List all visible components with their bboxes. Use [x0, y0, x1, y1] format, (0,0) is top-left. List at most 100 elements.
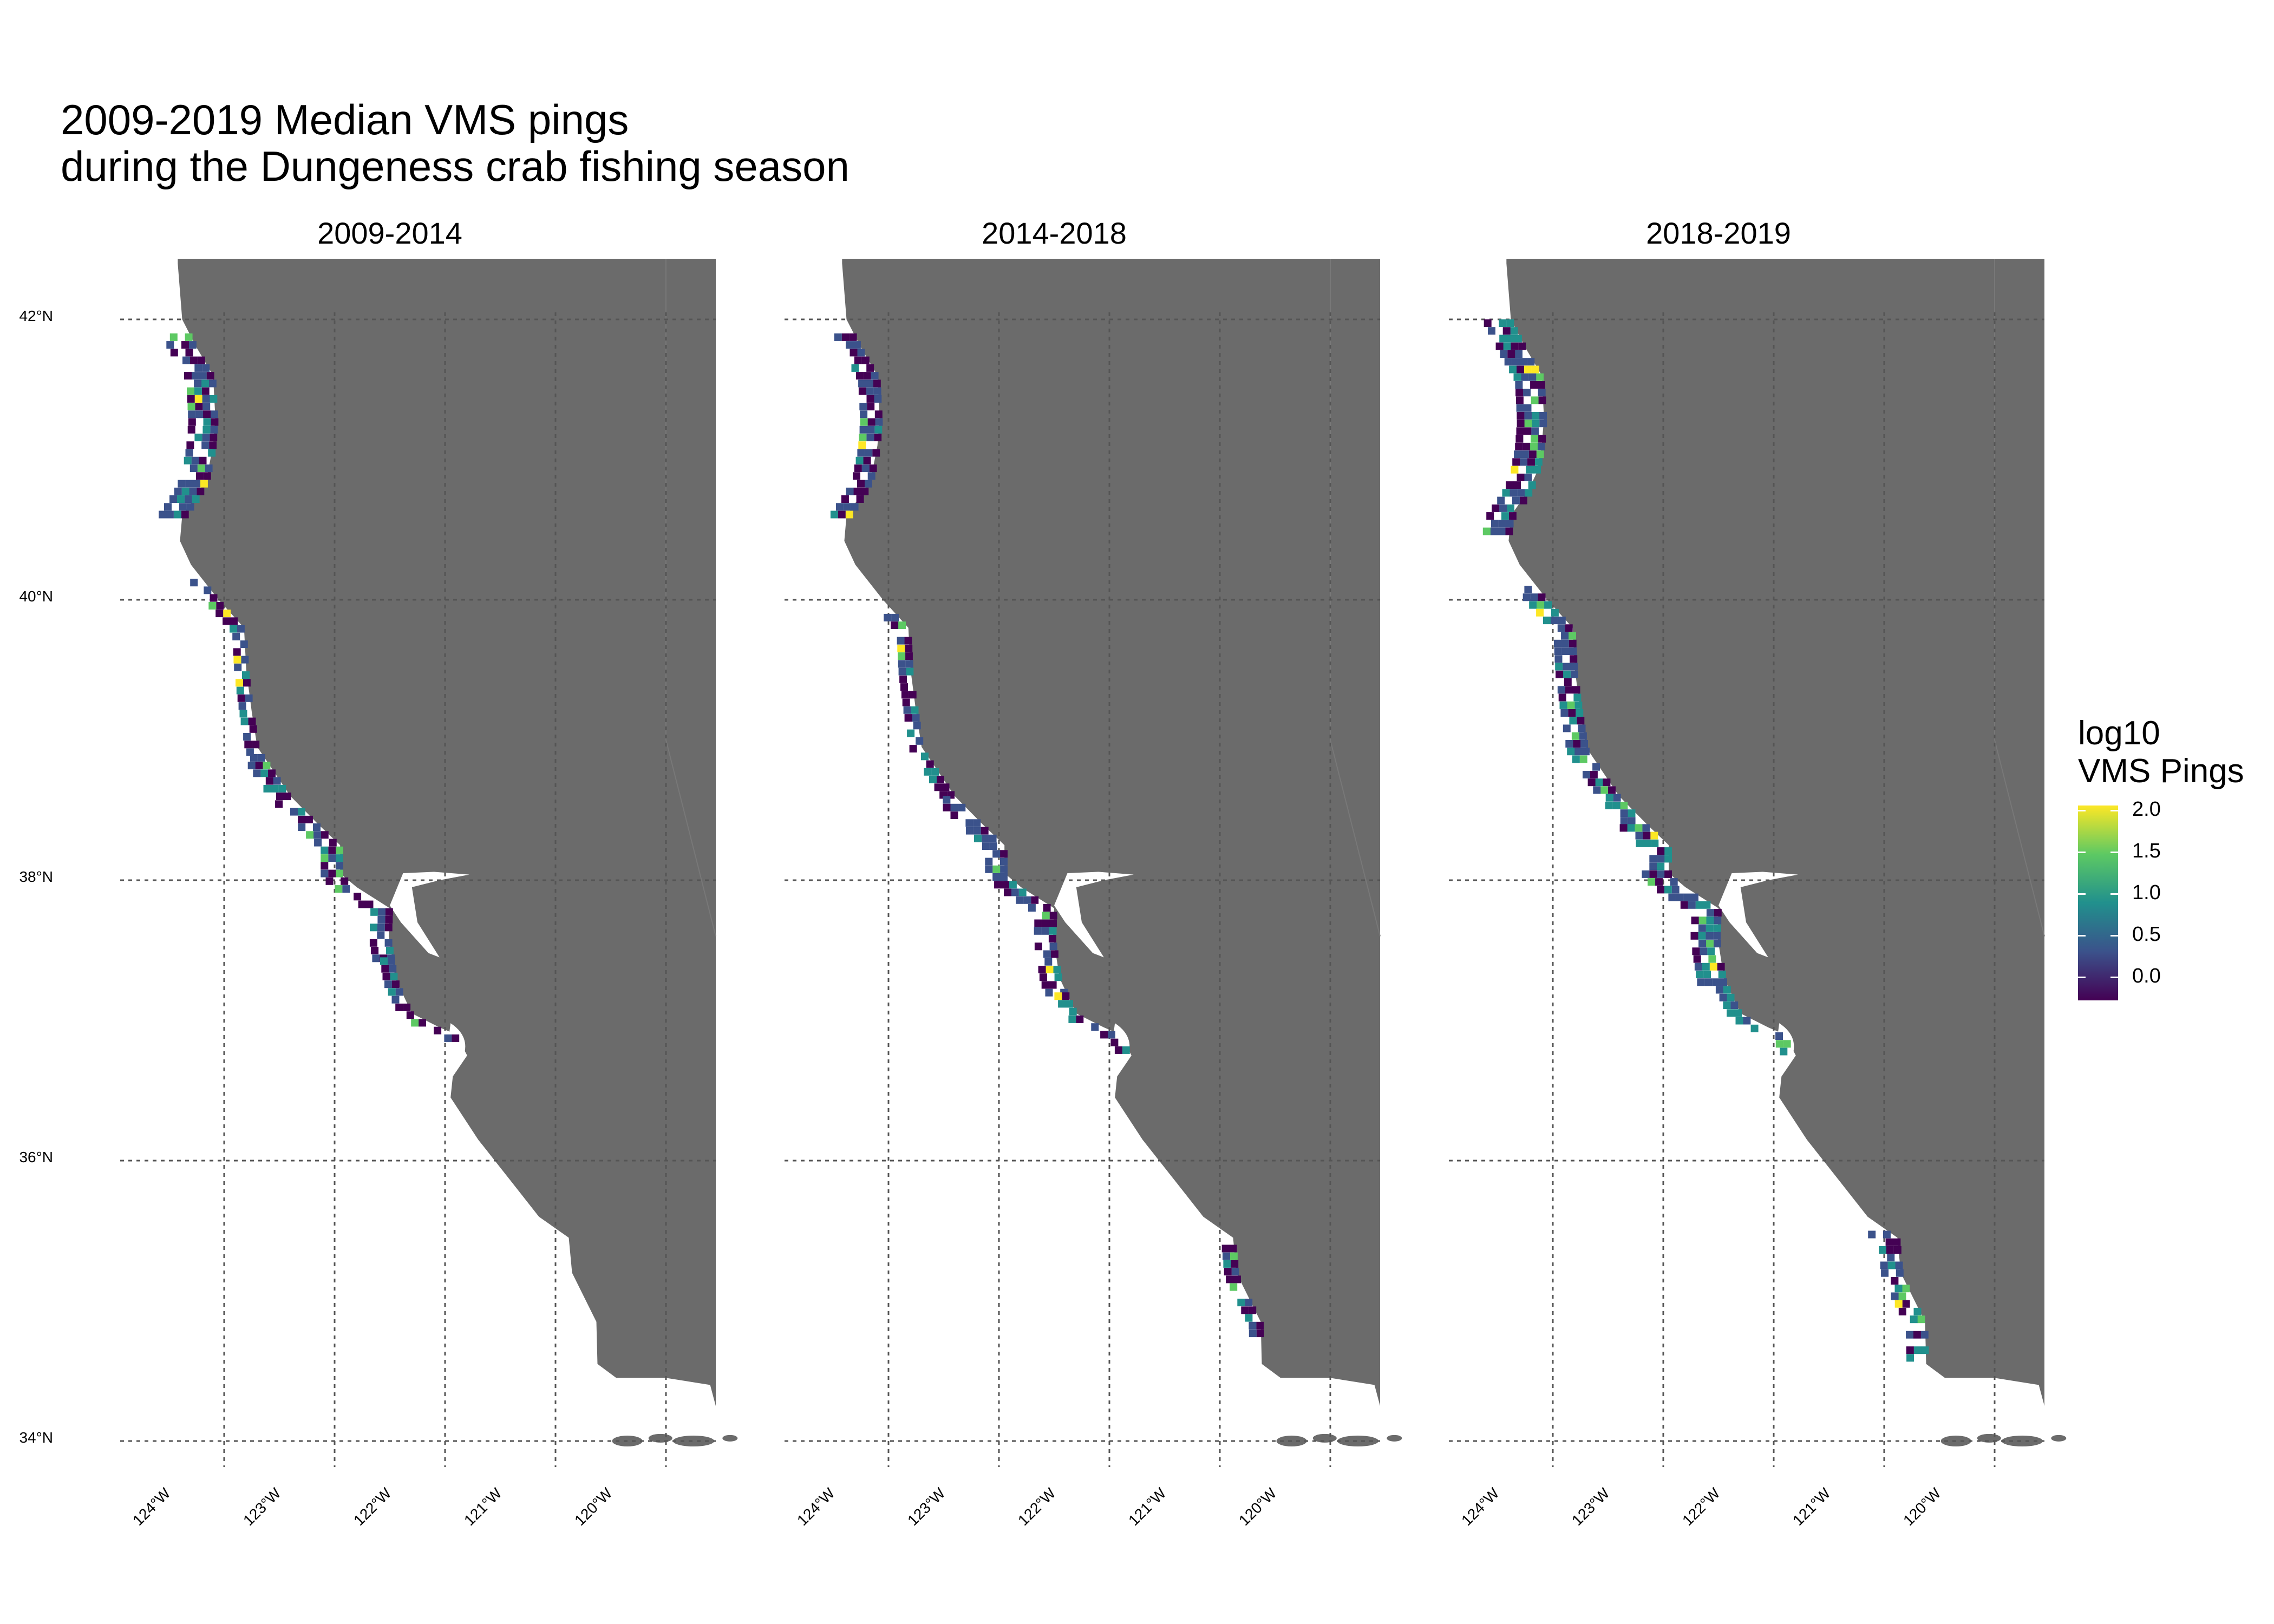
legend-title-line2: VMS Pings [2078, 752, 2244, 790]
vms-cell [182, 356, 190, 364]
vms-cell [297, 808, 305, 816]
vms-cell [230, 617, 238, 625]
vms-cell [1502, 489, 1510, 497]
vms-cell [1574, 748, 1582, 756]
vms-cell [1049, 981, 1057, 989]
vms-cell [378, 908, 385, 916]
vms-cell [1041, 981, 1049, 989]
vms-cell [1245, 1299, 1253, 1307]
vms-cell [159, 510, 167, 519]
vms-cell [1018, 888, 1027, 896]
map-panel-1 [120, 259, 738, 1467]
vms-cell [1592, 763, 1600, 771]
vms-cell [943, 796, 951, 804]
vms-cell [1512, 458, 1520, 466]
vms-cell [1505, 527, 1513, 535]
vms-cell [370, 924, 377, 932]
vms-cell [1000, 865, 1008, 873]
vms-cell [909, 745, 917, 753]
vms-cell [924, 768, 932, 776]
vms-cell [1230, 1252, 1238, 1260]
vms-cell [1651, 839, 1659, 847]
vms-cell [1580, 740, 1588, 748]
vms-cell [1642, 824, 1650, 832]
vms-cell [943, 803, 951, 811]
vms-cell [1700, 947, 1708, 955]
vms-cell [1224, 1268, 1232, 1276]
vms-cell [391, 980, 400, 988]
facet-title-2014-2018: 2014-2018 [982, 216, 1127, 250]
vms-cell [1570, 670, 1578, 678]
vms-cell [1528, 481, 1536, 489]
vms-cell [1506, 520, 1514, 528]
vms-cell [237, 625, 245, 633]
vms-cell [1527, 458, 1535, 466]
vms-cell [1743, 1017, 1751, 1025]
vms-cell [873, 387, 881, 395]
vms-cell [186, 441, 194, 449]
vms-cell [1868, 1230, 1876, 1239]
vms-cell [1068, 1015, 1076, 1023]
vms-cell [1507, 335, 1514, 343]
vms-cell [851, 364, 859, 372]
vms-cell [912, 714, 920, 722]
vms-cell [187, 395, 195, 403]
vms-cells [159, 333, 460, 1042]
vms-cell [866, 395, 874, 403]
vms-cell [1514, 335, 1522, 343]
vms-cell [1230, 1283, 1238, 1291]
vms-cell [1049, 942, 1057, 951]
vms-cell [898, 667, 906, 676]
vms-cell [861, 464, 870, 473]
vms-cell [1531, 365, 1539, 374]
sf-bay [1718, 872, 1798, 958]
vms-cell [1573, 740, 1581, 748]
land-mass [178, 259, 716, 1440]
vms-cell [1635, 824, 1643, 832]
vms-cell [321, 854, 329, 862]
vms-cell [1520, 458, 1528, 466]
vms-cell [1495, 342, 1504, 350]
vms-cell [275, 800, 283, 808]
vms-cell [199, 372, 207, 380]
vms-cell [1887, 1261, 1896, 1269]
vms-cell [194, 395, 202, 403]
vms-cell [358, 900, 366, 908]
vms-cell [202, 395, 210, 403]
vms-cell [1507, 350, 1515, 358]
vms-cell [1694, 962, 1702, 971]
vms-cell [1524, 473, 1532, 481]
legend-tick-mark [2078, 893, 2086, 895]
vms-cell [1519, 358, 1527, 366]
island [1337, 1436, 1378, 1446]
legend-tick-mark [2078, 935, 2086, 937]
vms-cell [1564, 678, 1572, 686]
vms-cell [1498, 527, 1506, 535]
vms-cell [1570, 663, 1578, 671]
vms-cell [336, 869, 343, 878]
vms-cell [898, 660, 906, 668]
vms-cell [1002, 881, 1009, 889]
vms-cell [1554, 647, 1562, 656]
vms-cell [1896, 1269, 1904, 1277]
vms-cell [1256, 1321, 1264, 1330]
vms-cell [1715, 986, 1723, 994]
vms-cell [1898, 1307, 1906, 1315]
vms-cell [276, 793, 284, 801]
vms-cell [166, 510, 174, 519]
y-tick-label-38n: 38°N [19, 868, 53, 885]
vms-cell [1529, 601, 1537, 609]
vms-cell [328, 854, 336, 862]
vms-cell [1706, 940, 1714, 948]
vms-cell [242, 671, 250, 679]
vms-cell [1713, 924, 1721, 932]
vms-cell [1664, 847, 1672, 855]
vms-cell [1569, 647, 1577, 656]
vms-cell [1501, 512, 1509, 520]
vms-cell [208, 601, 217, 610]
island [722, 1435, 738, 1442]
vms-cell [897, 644, 905, 652]
vms-cell [1657, 870, 1665, 878]
legend-tick-mark [2078, 810, 2086, 811]
vms-cell [1514, 450, 1521, 459]
